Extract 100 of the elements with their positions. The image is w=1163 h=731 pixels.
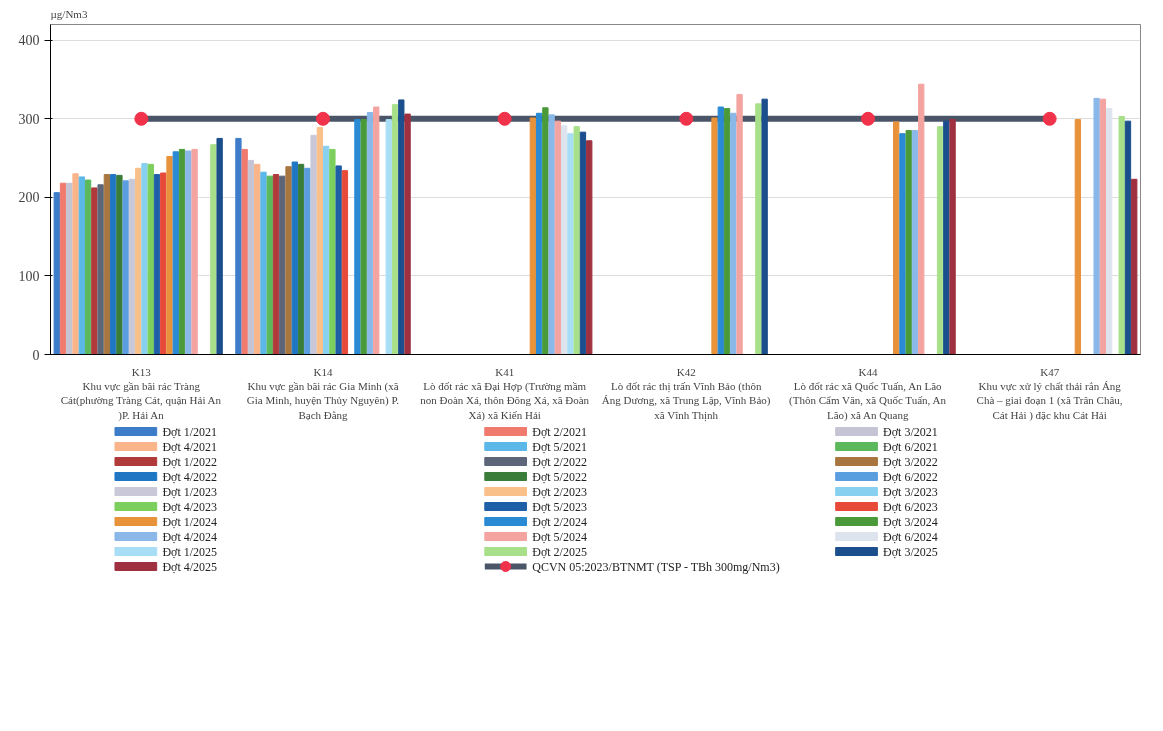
bar [297, 163, 305, 355]
y-tick-label: 400 [18, 33, 40, 49]
bar [141, 163, 148, 355]
legend-label: Đợt 3/2022 [883, 454, 938, 469]
bar [529, 117, 537, 355]
bar [216, 137, 223, 355]
bar [542, 107, 549, 355]
bar [241, 148, 248, 355]
bar [366, 112, 374, 355]
bar [905, 130, 912, 355]
legend-label: Đợt 5/2022 [532, 469, 587, 484]
bar [91, 187, 98, 355]
bar [78, 176, 85, 355]
bar [153, 174, 161, 355]
legend-label: Đợt 3/2025 [883, 544, 938, 559]
x-tick-label: K13 Khu vực gần bãi rác Tràng Cát(phường Tràng Cát, quận Hải An )P. Hải An [60, 365, 222, 422]
bar [285, 166, 292, 355]
bar [711, 117, 718, 355]
bar [279, 175, 286, 355]
bar [354, 119, 361, 355]
bar [755, 103, 762, 355]
x-tick-label: K41 Lò đốt rác xã Đại Hợp (Trường mầm non Đoàn Xá, thôn Đông Xá, xã Đoàn Xá) xã Kiến Hải [420, 365, 590, 422]
bar [398, 99, 405, 355]
legend-label: Đợt 5/2024 [532, 529, 587, 544]
legend-label: Đợt 4/2023 [162, 499, 218, 514]
bar [247, 159, 255, 355]
bar [341, 170, 349, 355]
x-tick-label: K44 Lò đốt rác xã Quốc Tuấn, An Lão (Thôn Cẩm Văn, xã Quốc Tuấn, An Lão) xã An Quang [789, 365, 947, 422]
bar [128, 178, 136, 355]
bar [579, 131, 587, 355]
bar [730, 112, 737, 355]
legend-label: Đợt 2/2024 [532, 514, 587, 529]
legend-label: Đợt 6/2022 [883, 469, 938, 484]
bar [316, 126, 324, 355]
bar [329, 148, 336, 355]
legend-label: Đợt 5/2023 [532, 499, 587, 514]
legend-label: Đợt 6/2023 [883, 499, 938, 514]
bar [561, 125, 568, 355]
bar [736, 93, 743, 355]
bar [210, 144, 217, 355]
bar [385, 119, 392, 355]
y-tick-label: 100 [18, 268, 40, 284]
bar [949, 119, 956, 355]
legend-label: Đợt 1/2023 [162, 484, 218, 499]
bar [254, 163, 261, 355]
legend-label: Đợt 1/2021 [162, 424, 218, 439]
bar [573, 126, 580, 355]
bar [291, 161, 298, 355]
legend-label: Đợt 2/2021 [532, 424, 587, 439]
bar [535, 112, 543, 355]
bar [310, 134, 317, 355]
bar [404, 113, 411, 355]
bar [178, 148, 186, 355]
bar [360, 119, 367, 355]
bar [304, 167, 311, 355]
bar [59, 182, 67, 355]
legend-label: Đợt 1/2025 [162, 544, 218, 559]
bar [147, 163, 154, 355]
legend-label: Đợt 5/2021 [532, 439, 587, 454]
legend-label: Đợt 1/2024 [162, 514, 218, 529]
bar [272, 174, 280, 355]
bar [391, 104, 399, 355]
legend-label: Đợt 4/2024 [162, 529, 218, 544]
bar [911, 130, 919, 355]
bar [66, 182, 73, 355]
bar [893, 121, 900, 355]
bar [160, 172, 167, 355]
bar [322, 145, 330, 355]
bar [554, 120, 562, 355]
x-tick-label: K47 Khu vực xử lý chất thải rắn Áng Chà – giai đoạn 1 (xã Trân Châu, Cát Hải ) đặc khu Cát Hải [976, 365, 1123, 422]
legend-label: Đợt 3/2021 [883, 424, 938, 439]
bar [717, 106, 724, 355]
bar [1074, 119, 1082, 355]
bar [373, 106, 380, 355]
legend-label: Đợt 2/2022 [532, 454, 587, 469]
legend-label: Đợt 2/2025 [532, 544, 587, 559]
bar [84, 179, 92, 355]
bar [899, 133, 906, 355]
legend-label: Đợt 1/2022 [162, 454, 218, 469]
bar [122, 180, 129, 355]
legend-label: Đợt 2/2023 [532, 484, 587, 499]
bar [266, 175, 273, 355]
legend-label: Đợt 6/2024 [883, 529, 938, 544]
bar [103, 174, 111, 355]
bar [1131, 178, 1138, 355]
bar [586, 140, 593, 355]
bar [191, 148, 198, 355]
bar [260, 171, 267, 355]
legend-label: Đợt 4/2022 [162, 469, 218, 484]
legend-label: Đợt 3/2024 [883, 514, 938, 529]
bar [172, 151, 179, 355]
bar [943, 120, 950, 355]
bar [72, 173, 79, 355]
bar [235, 137, 242, 355]
bar [1093, 97, 1100, 355]
y-tick-label: 300 [18, 111, 40, 127]
bar [53, 192, 60, 355]
legend-label: QCVN 05:2023/BTNMT (TSP - TBh 300mg/Nm3) [532, 559, 780, 574]
y-tick-label: 200 [18, 190, 40, 206]
bar [567, 133, 574, 355]
